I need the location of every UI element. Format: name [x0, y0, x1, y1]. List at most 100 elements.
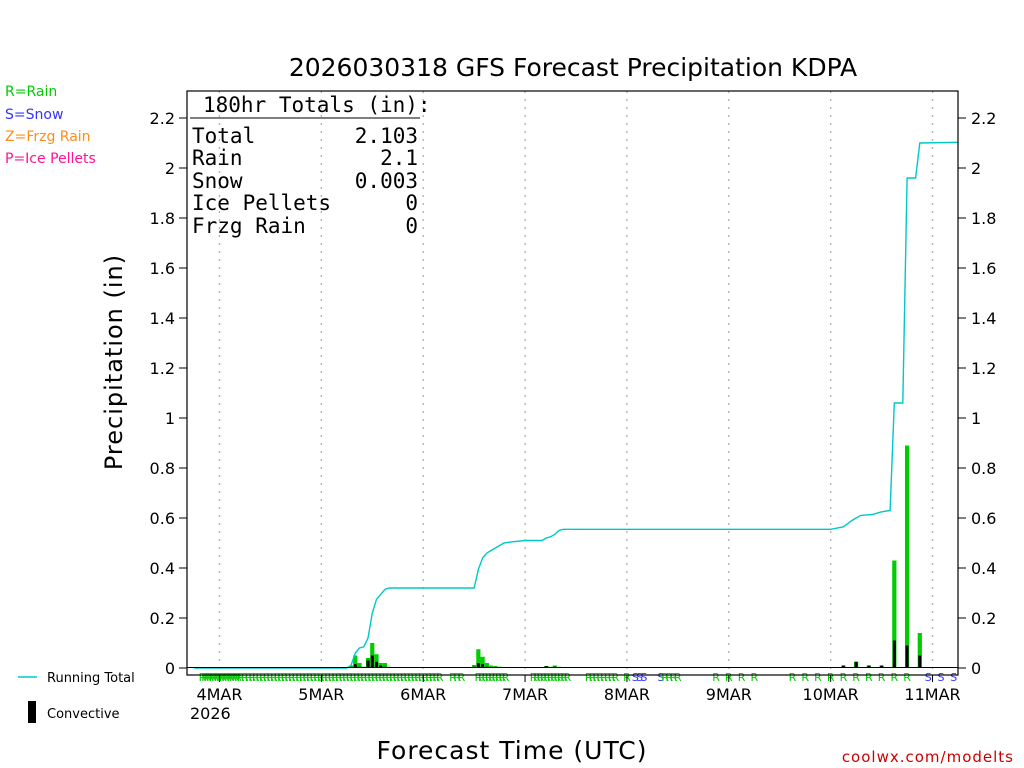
y-tick-label-left-8: 1.6: [150, 259, 175, 278]
ptype-mark-91: R: [557, 671, 565, 684]
ptype-mark-14: R: [234, 671, 242, 684]
convective-bar-26: [905, 645, 909, 668]
totals-label-ice-pellets: Ice Pellets: [192, 191, 331, 215]
ptype-mark-115: R: [789, 671, 797, 684]
ptype-mark-9: R: [222, 671, 230, 684]
ptype-mark-113: R: [738, 671, 746, 684]
legend-frzg-rain: Z=Frzg Rain: [5, 129, 91, 145]
ptype-mark-87: R: [543, 671, 551, 684]
ptype-mark-77: R: [485, 671, 493, 684]
precip-bar-1: [353, 655, 358, 668]
convective-bar-6: [375, 661, 379, 668]
ptype-mark-111: R: [712, 671, 720, 684]
y-tick-label-right-3: 0.6: [971, 509, 996, 528]
ptype-mark-0: R: [199, 671, 207, 684]
y-tick-label-right-1: 0.2: [971, 609, 996, 628]
convective-bar-24: [880, 665, 884, 668]
ptype-mark-35: R: [310, 671, 318, 684]
ptype-mark-15: R: [237, 671, 245, 684]
totals-value-rain: 2.1: [380, 146, 418, 170]
ptype-mark-43: R: [339, 671, 347, 684]
ptype-mark-57: R: [389, 671, 397, 684]
precip-bar-11: [476, 649, 481, 668]
ptype-mark-85: R: [537, 671, 545, 684]
ptype-mark-62: R: [407, 671, 415, 684]
y-tick-label-left-5: 1: [165, 409, 175, 428]
y-tick-label-left-10: 2: [165, 159, 175, 178]
ptype-mark-47: R: [353, 671, 361, 684]
precip-bar-2: [357, 663, 362, 668]
ptype-mark-90: R: [553, 671, 561, 684]
ptype-mark-124: R: [903, 671, 911, 684]
ptype-mark-49: R: [360, 671, 368, 684]
ptype-mark-42: R: [335, 671, 343, 684]
precip-type-strip: RRRRRRRRRRRRRRRRRRRRRRRRRRRRRRRRRRRRRRRR…: [199, 671, 958, 684]
ptype-mark-79: R: [492, 671, 500, 684]
ptype-mark-121: R: [865, 671, 873, 684]
vertical-gridlines: [218, 91, 934, 675]
totals-label-frzg-rain: Frzg Rain: [192, 214, 306, 238]
ptype-mark-56: R: [385, 671, 393, 684]
ptype-mark-64: R: [414, 671, 422, 684]
ptype-mark-32: R: [299, 671, 307, 684]
ptype-mark-40: R: [328, 671, 336, 684]
ptype-mark-23: R: [266, 671, 274, 684]
ptype-mark-2: R: [204, 671, 212, 684]
ptype-mark-74: R: [475, 671, 483, 684]
ptype-mark-25: R: [274, 671, 282, 684]
ptype-mark-38: R: [320, 671, 328, 684]
convective-bar-25: [892, 640, 896, 668]
ptype-mark-36: R: [313, 671, 321, 684]
totals-value-total: 2.103: [355, 124, 418, 148]
ptype-mark-93: R: [564, 671, 572, 684]
x-tick-label-5: 9MAR: [706, 685, 752, 704]
convective-bar-1: [353, 664, 357, 668]
convective-bar-21: [841, 665, 845, 668]
ptype-mark-19: R: [252, 671, 260, 684]
precip-bar-25: [892, 560, 897, 668]
ptype-mark-63: R: [411, 671, 419, 684]
y-tick-label-left-1: 0.2: [150, 609, 175, 628]
ptype-mark-97: R: [596, 671, 604, 684]
ptype-mark-3: R: [206, 671, 214, 684]
y-tick-label-right-6: 1.2: [971, 359, 996, 378]
y-axis-title: Precipitation (in): [100, 254, 128, 470]
ptype-mark-66: R: [421, 671, 429, 684]
ptype-mark-123: R: [891, 671, 899, 684]
ptype-mark-89: R: [550, 671, 558, 684]
y-tick-label-right-9: 1.8: [971, 209, 996, 228]
ptype-mark-50: R: [364, 671, 372, 684]
ptype-mark-48: R: [357, 671, 365, 684]
ptype-mark-103: S: [632, 671, 639, 684]
convective-swatch: [28, 701, 36, 723]
ptype-mark-80: R: [495, 671, 503, 684]
precip-bars: [348, 445, 922, 668]
y-tick-label-right-2: 0.4: [971, 559, 996, 578]
ptype-mark-92: R: [560, 671, 568, 684]
convective-bar-5: [370, 655, 374, 668]
ptype-mark-84: R: [533, 671, 541, 684]
x-axis: 4MAR 5MAR 6MAR 7MAR 8MAR 9MAR 10MAR 11MAR: [196, 675, 961, 704]
x-tick-label-3: 7MAR: [502, 685, 548, 704]
ptype-mark-72: R: [453, 671, 461, 684]
ptype-mark-122: R: [878, 671, 886, 684]
ptype-mark-82: R: [502, 671, 510, 684]
ptype-mark-94: R: [585, 671, 593, 684]
x-tick-label-4: 8MAR: [604, 685, 650, 704]
totals-label-rain: Rain: [192, 146, 243, 170]
ptype-mark-126: S: [938, 671, 945, 684]
bottom-legend: Running Total Convective: [18, 671, 135, 723]
ptype-mark-99: R: [604, 671, 612, 684]
ptype-mark-17: R: [245, 671, 253, 684]
precip-bar-14: [489, 665, 494, 668]
ptype-mark-52: R: [371, 671, 379, 684]
y-tick-label-right-5: 1: [971, 409, 981, 428]
precip-bar-13: [484, 663, 489, 668]
ptype-mark-33: R: [302, 671, 310, 684]
ptype-mark-106: S: [657, 671, 664, 684]
ptype-mark-116: R: [801, 671, 809, 684]
totals-box: 180hr Totals (in): Total 2.103 Rain 2.1 …: [190, 93, 431, 238]
ptype-mark-54: R: [378, 671, 386, 684]
totals-label-snow: Snow: [192, 169, 243, 193]
